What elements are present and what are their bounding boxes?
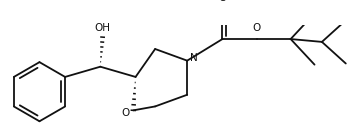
Text: O: O <box>218 0 227 3</box>
Text: OH: OH <box>95 23 110 33</box>
Text: O: O <box>252 23 261 33</box>
Text: N: N <box>190 53 198 63</box>
Text: O: O <box>121 108 129 118</box>
